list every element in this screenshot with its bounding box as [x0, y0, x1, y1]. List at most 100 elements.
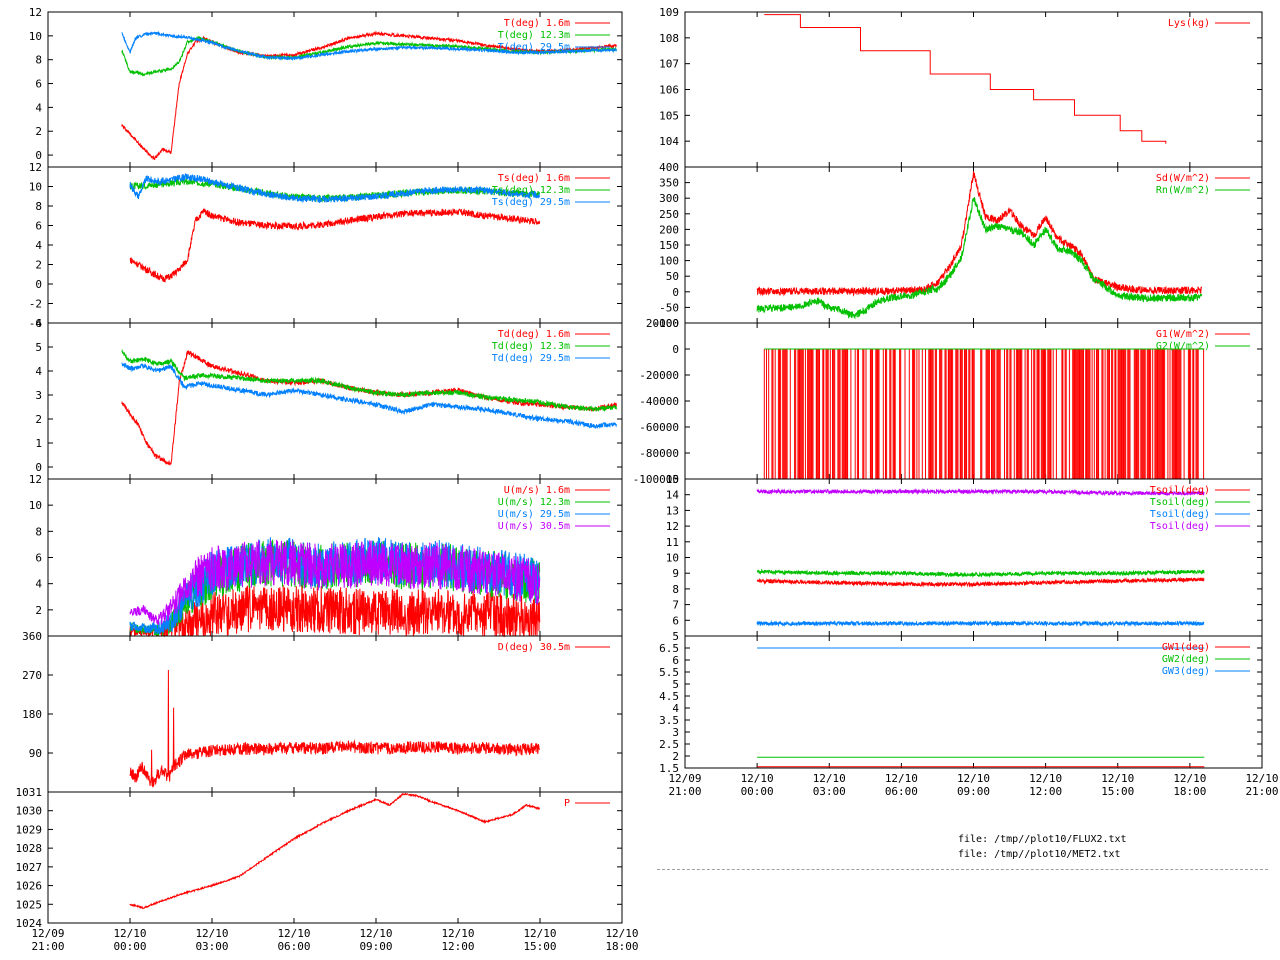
y-tick-label: 300 [659, 192, 679, 205]
y-tick-label: 2 [35, 604, 42, 617]
y-tick-label: -60000 [639, 421, 679, 434]
x-tick-label-time: 21:00 [1245, 785, 1278, 798]
y-tick-label: 5 [672, 678, 679, 691]
x-tick-label-date: 12/10 [523, 927, 556, 940]
x-tick-label-date: 12/10 [441, 927, 474, 940]
x-tick-label-date: 12/10 [605, 927, 638, 940]
legend-label: Ts(deg) 29.5m [492, 197, 570, 208]
y-tick-label: 1 [35, 437, 42, 450]
legend-label: GW2(deg) [1162, 654, 1210, 665]
y-tick-label: 107 [659, 58, 679, 71]
x-tick-label-time: 21:00 [668, 785, 701, 798]
series-line [129, 584, 541, 638]
legend-label: Td(deg) 1.6m [498, 329, 570, 340]
y-tick-label: 13 [666, 504, 679, 517]
legend-label: U(m/s) 30.5m [498, 521, 570, 532]
y-tick-label: 6 [35, 78, 42, 91]
series-line [121, 30, 617, 61]
y-tick-label: -80000 [639, 447, 679, 460]
panel-p: 1024 1025 1026 1027 1028 1029 1030 1031 P [16, 786, 623, 930]
panel-tsoil: 56789101112131415Tsoil(deg)Tsoil(deg)Tso… [666, 473, 1263, 643]
y-tick-label: 100 [659, 255, 679, 268]
y-tick-label: 8 [35, 525, 42, 538]
y-tick-label: 1031 [16, 786, 43, 799]
x-tick-label-time: 18:00 [605, 940, 638, 953]
y-tick-label: 6 [672, 614, 679, 627]
y-tick-label: 104 [659, 135, 679, 148]
legend-label: Rn(W/m^2) [1156, 185, 1210, 196]
series-line [121, 362, 617, 430]
x-tick-label-time: 18:00 [1173, 785, 1206, 798]
y-tick-label: 108 [659, 32, 679, 45]
y-tick-label: 2 [672, 750, 679, 763]
legend-label: Ts(deg) 12.3m [492, 185, 570, 196]
series-line [129, 669, 541, 788]
x-tick-label-date: 12/10 [957, 772, 990, 785]
y-tick-label: 4 [35, 239, 42, 252]
legend-label: Td(deg) 12.3m [492, 341, 570, 352]
y-tick-label: 0 [35, 461, 42, 474]
legend-label: Sd(W/m^2) [1156, 173, 1210, 184]
x-tick-label-time: 21:00 [31, 940, 64, 953]
y-tick-label: 1025 [16, 898, 43, 911]
y-tick-label: 360 [22, 630, 42, 643]
series-line [121, 350, 617, 466]
x-tick-label-date: 12/10 [1173, 772, 1206, 785]
y-tick-label: 180 [22, 708, 42, 721]
y-tick-label: 15 [666, 473, 679, 486]
y-tick-label: -20000 [639, 369, 679, 382]
y-tick-label: 2 [35, 413, 42, 426]
y-tick-label: -2 [29, 298, 42, 311]
y-tick-label: 6 [35, 317, 42, 330]
y-tick-label: 50 [666, 270, 679, 283]
y-tick-label: 0 [35, 149, 42, 162]
y-tick-label: 106 [659, 84, 679, 97]
y-tick-label: 10 [29, 499, 42, 512]
legend-label: T(deg) 12.3m [498, 30, 570, 41]
y-tick-label: 1030 [16, 805, 43, 818]
y-tick-label: 8 [672, 583, 679, 596]
y-tick-label: 4 [35, 578, 42, 591]
y-tick-label: 250 [659, 208, 679, 221]
plot-frame [47, 791, 623, 924]
y-tick-label: 8 [35, 200, 42, 213]
x-tick-label-time: 09:00 [957, 785, 990, 798]
series-line [756, 487, 1205, 497]
y-tick-label: 12 [29, 473, 42, 486]
y-tick-label: 270 [22, 669, 42, 682]
y-tick-label: 2 [35, 259, 42, 272]
y-tick-label: 12 [29, 161, 42, 174]
x-tick-label-time: 00:00 [741, 785, 774, 798]
y-tick-label: 8 [35, 54, 42, 67]
x-tick-label-date: 12/09 [31, 927, 64, 940]
y-tick-label: 1027 [16, 861, 43, 874]
plot-frame [684, 11, 1263, 168]
x-tick-label-time: 06:00 [277, 940, 310, 953]
y-tick-label: 109 [659, 6, 679, 19]
legend-label: Tsoil(deg) [1150, 497, 1210, 508]
panel-t: 0 2 4 6 8 10 12 T(deg) 1.6mT(deg) 12.3mT(deg) 2… [29, 6, 623, 168]
y-tick-label: 6 [672, 654, 679, 667]
series-line [129, 792, 541, 910]
y-tick-label: -100000 [633, 473, 679, 486]
series-line [756, 568, 1205, 579]
y-tick-label: 1.5 [659, 762, 679, 775]
y-tick-label: 14 [666, 489, 680, 502]
y-tick-label: 11 [666, 536, 679, 549]
y-tick-label: 10 [29, 30, 42, 43]
y-tick-label: 4 [35, 365, 42, 378]
y-tick-label: 350 [659, 177, 679, 190]
series-line [756, 196, 1203, 320]
y-tick-label: -100 [653, 317, 680, 330]
legend-label: Tsoil(deg) [1150, 485, 1210, 496]
y-tick-label: 150 [659, 239, 679, 252]
x-tick-label-date: 12/10 [1029, 772, 1062, 785]
y-tick-label: -4 [29, 317, 43, 330]
x-tick-label-date: 12/10 [1245, 772, 1278, 785]
y-tick-label: 3.5 [659, 714, 679, 727]
y-tick-label: -50 [659, 301, 679, 314]
y-tick-label: 1029 [16, 823, 43, 836]
panel-d: 90 180 270 360 D(deg) 30.5m [22, 630, 623, 793]
series-line [763, 349, 1205, 479]
